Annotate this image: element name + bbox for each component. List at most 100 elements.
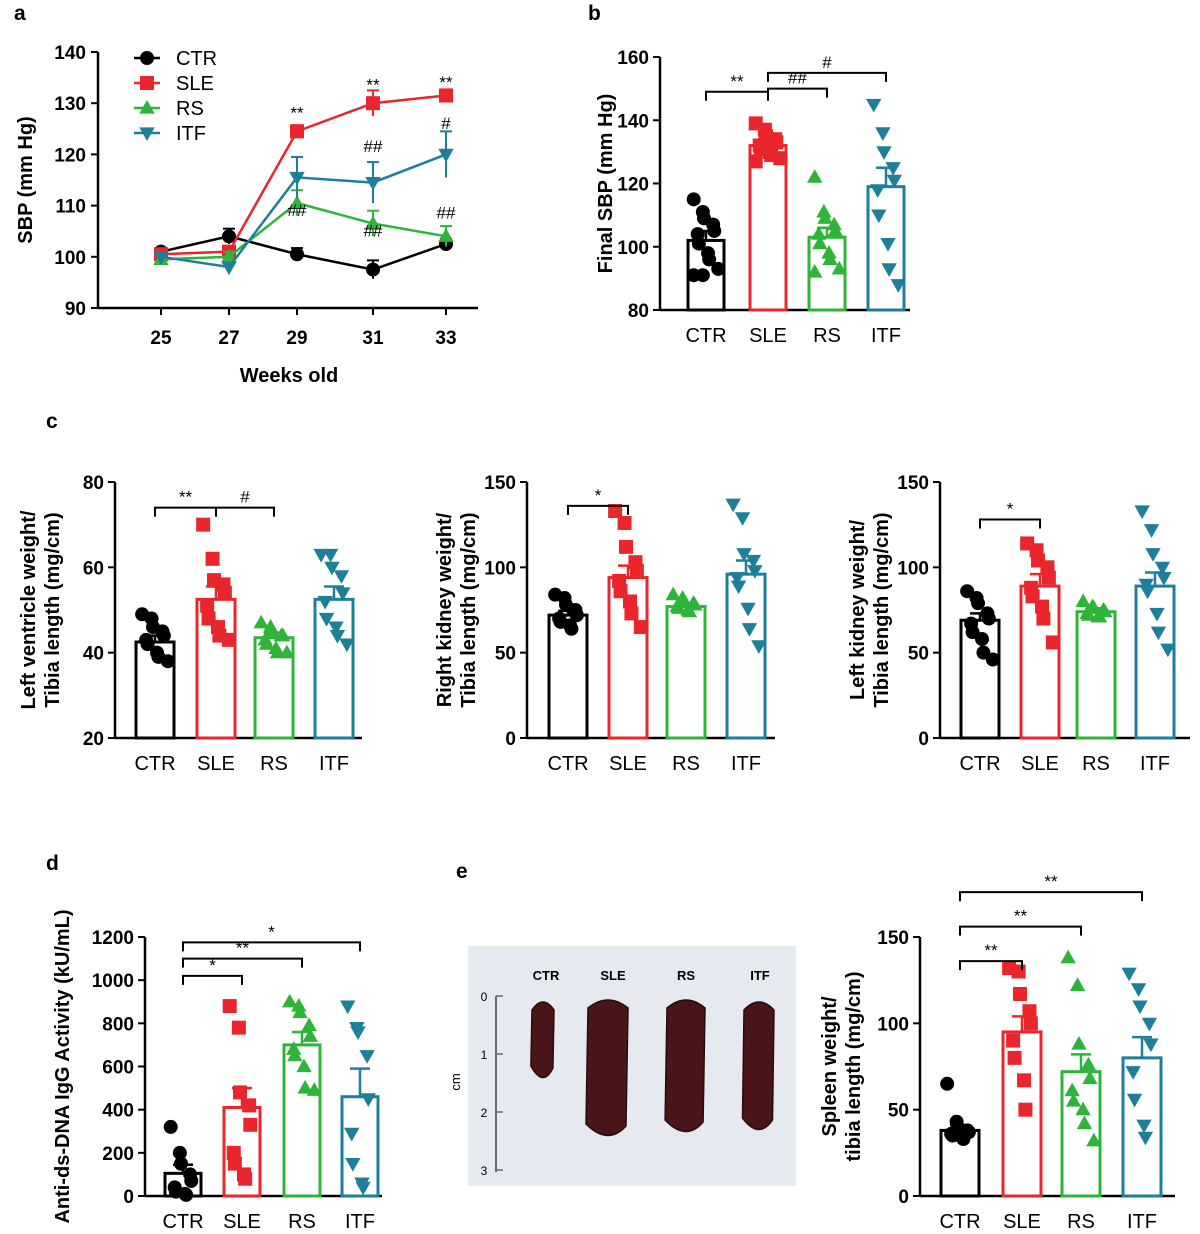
- data-point-SLE: [227, 1156, 242, 1171]
- data-point-SLE: [1045, 635, 1060, 650]
- legend-marker-RS: [139, 99, 155, 114]
- significance-bracket: [182, 957, 303, 968]
- x-axis-title: Weeks old: [240, 365, 339, 387]
- y-axis-title-line: tibia length (mg/cm): [843, 972, 865, 1162]
- panel-label-e: e: [456, 860, 468, 883]
- significance-mark: **: [179, 488, 193, 507]
- data-point-RS: [807, 169, 823, 183]
- data-point-ITF: [747, 565, 763, 579]
- legend-label-ITF: ITF: [176, 123, 206, 145]
- x-tick-label: ITF: [1127, 1211, 1157, 1233]
- x-tick-label: RS: [1082, 753, 1110, 775]
- data-point-SLE: [366, 96, 380, 111]
- data-point-SLE: [439, 88, 453, 103]
- x-tick-label: 25: [150, 328, 172, 349]
- data-point-CTR: [163, 1119, 178, 1134]
- data-point-SLE: [1011, 964, 1026, 979]
- y-axis-title: Final SBP (mm Hg): [595, 94, 617, 274]
- data-point-ITF: [1132, 1000, 1148, 1015]
- data-point-CTR: [711, 261, 726, 276]
- y-tick-label: 100: [617, 238, 649, 259]
- chart-c1: 20 40 60 80 Left ventricle weight/Tibia leng…: [18, 473, 362, 775]
- y-tick-label: 40: [83, 644, 104, 665]
- legend-marker-CTR: [140, 51, 154, 65]
- legend-label-CTR: CTR: [176, 48, 217, 70]
- data-point-ITF: [339, 638, 355, 653]
- significance-mark: *: [1007, 500, 1014, 519]
- bar-ITF: [725, 572, 767, 740]
- y-tick-label: 50: [908, 644, 929, 665]
- data-point-ITF: [880, 237, 896, 252]
- significance-mark: **: [439, 73, 453, 92]
- significance-bracket: [154, 506, 217, 517]
- x-tick-label: SLE: [1003, 1211, 1041, 1233]
- data-point-RS: [1082, 1070, 1098, 1085]
- data-point-SLE: [773, 151, 788, 166]
- significance-bracket: [182, 941, 361, 952]
- data-point-CTR: [702, 252, 717, 267]
- data-point-CTR: [975, 632, 989, 647]
- x-tick-label: CTR: [162, 1211, 203, 1233]
- y-axis-title: Anti-ds-DNA IgG Activity (kU/mL): [52, 909, 74, 1223]
- data-point-CTR: [174, 1156, 188, 1171]
- x-tick-label: SLE: [223, 1211, 261, 1233]
- y-tick-label: 0: [898, 1187, 909, 1208]
- data-point-ITF: [1141, 1017, 1158, 1032]
- data-point-RS: [1080, 607, 1097, 621]
- y-tick-label: 100: [484, 558, 516, 579]
- data-point-ITF: [734, 512, 751, 526]
- significance-mark: *: [595, 486, 602, 505]
- data-point-RS: [826, 216, 842, 231]
- y-tick-label: 200: [102, 1144, 134, 1165]
- data-point-ITF: [1121, 967, 1137, 982]
- bar-SLE: [1019, 584, 1061, 740]
- data-point-ITF: [328, 621, 344, 636]
- panel-label-b: b: [588, 2, 601, 25]
- data-point-ITF: [1138, 578, 1154, 593]
- y-tick-label: 80: [628, 301, 649, 322]
- data-point-RS: [1086, 1132, 1102, 1147]
- data-point-SLE: [1006, 1033, 1021, 1048]
- chart-d: 0 200 400 600 800 1000 1200 Anti-ds-DNA IgG Act…: [52, 909, 382, 1233]
- data-point-RS: [286, 1041, 302, 1055]
- y-axis-title: SBP (mm Hg): [15, 116, 37, 243]
- y-axis-title-line: Right kidney weight/: [434, 512, 456, 707]
- data-point-RS: [296, 1058, 312, 1073]
- data-point-RS: [1060, 949, 1076, 964]
- y-tick-label: 1000: [92, 971, 134, 992]
- x-tick-label: CTR: [547, 753, 588, 775]
- data-point-CTR: [290, 247, 304, 262]
- significance-mark: #: [822, 53, 832, 72]
- x-tick-label: CTR: [685, 325, 726, 347]
- data-point-RS: [289, 194, 305, 209]
- data-point-SLE: [1035, 599, 1049, 614]
- data-point-RS: [817, 210, 833, 224]
- data-point-ITF: [881, 263, 897, 277]
- data-point-SLE: [629, 563, 644, 578]
- data-point-SLE: [205, 551, 220, 566]
- y-tick-label: 0: [918, 729, 929, 750]
- x-tick-label: ITF: [871, 325, 901, 347]
- data-point-SLE: [1041, 570, 1056, 585]
- scale-tick-label: 3: [481, 1164, 488, 1178]
- data-point-SLE: [1017, 1073, 1031, 1088]
- x-tick-label: ITF: [319, 753, 349, 775]
- significance-bracket: [767, 71, 887, 82]
- data-point-ITF: [875, 127, 891, 141]
- data-point-SLE: [623, 594, 637, 609]
- y-tick-label: 150: [897, 473, 929, 494]
- data-point-ITF: [730, 580, 747, 595]
- data-point-ITF: [1149, 607, 1165, 622]
- y-tick-label: 160: [617, 48, 649, 69]
- x-tick-label: RS: [260, 753, 288, 775]
- data-point-ITF: [438, 148, 454, 163]
- legend-label-RS: RS: [176, 98, 204, 120]
- data-point-ITF: [886, 174, 902, 189]
- data-point-SLE: [222, 999, 237, 1014]
- significance-bracket: [959, 960, 1023, 971]
- y-tick-label: 100: [54, 248, 86, 269]
- data-point-SLE: [196, 517, 211, 532]
- x-tick-label: 27: [218, 328, 239, 349]
